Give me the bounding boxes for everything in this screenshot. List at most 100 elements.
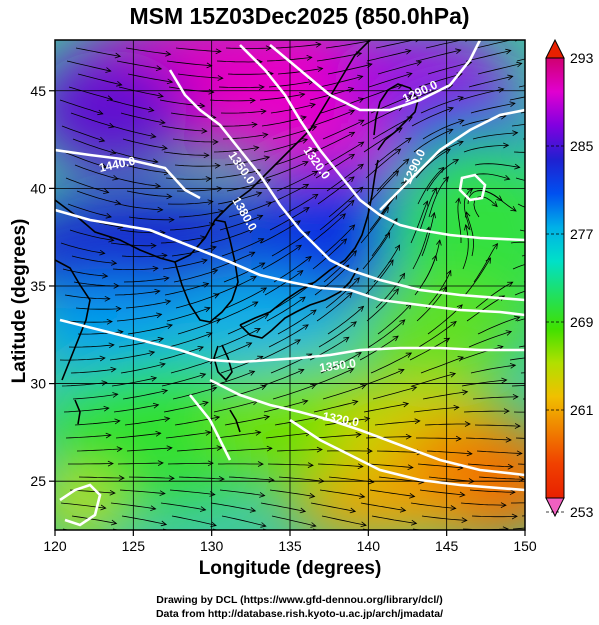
streamline-arrow	[114, 52, 122, 59]
streamline	[64, 294, 110, 300]
streamline-arrow	[407, 464, 414, 470]
streamline	[315, 434, 361, 439]
streamline-arrow	[503, 142, 510, 149]
streamline	[311, 110, 355, 127]
streamline	[461, 379, 507, 387]
streamline-arrow	[109, 489, 116, 496]
streamline	[277, 309, 317, 335]
streamline	[276, 449, 323, 452]
streamline	[59, 357, 105, 361]
colorbar-tick-label: 285	[570, 138, 594, 154]
streamline-arrow	[99, 355, 106, 362]
streamline	[218, 86, 265, 88]
streamline	[163, 151, 209, 156]
streamline	[462, 224, 469, 270]
streamline-arrow	[212, 139, 219, 145]
streamline	[465, 437, 512, 441]
streamline	[513, 411, 525, 413]
streamline	[472, 396, 518, 400]
streamline	[511, 123, 525, 127]
streamline	[172, 387, 217, 400]
streamline-arrow	[205, 176, 212, 182]
streamline	[170, 359, 215, 374]
streamline-arrow	[105, 212, 112, 219]
streamline-arrow	[210, 386, 218, 392]
streamline-arrow	[317, 66, 324, 73]
streamline	[360, 207, 389, 244]
streamline-arrow	[455, 435, 462, 442]
streamline-arrow	[251, 537, 257, 542]
streamline	[463, 144, 509, 153]
streamline	[512, 527, 525, 530]
streamline-arrow	[157, 206, 164, 213]
streamline	[509, 96, 525, 101]
streamline	[317, 176, 355, 205]
streamline-arrow	[485, 257, 491, 264]
streamline-arrow	[255, 430, 262, 436]
streamline	[177, 73, 223, 79]
streamline-arrow	[447, 128, 454, 134]
streamline-arrow	[306, 55, 313, 61]
streamline-arrow	[405, 352, 413, 358]
streamline-arrow	[165, 50, 172, 57]
streamline	[370, 352, 412, 374]
streamline	[166, 307, 211, 322]
streamline-arrow	[350, 321, 357, 327]
streamline	[467, 189, 503, 205]
streamline	[117, 203, 163, 211]
streamline	[115, 177, 161, 187]
streamline	[367, 463, 413, 468]
height-contours	[55, 40, 525, 527]
streamline-arrow	[502, 526, 509, 530]
streamline-arrow	[160, 520, 168, 527]
streamline	[268, 324, 309, 348]
streamline-arrow	[155, 312, 163, 319]
streamline	[318, 321, 357, 348]
streamline-arrow	[108, 236, 115, 243]
streamline-arrow	[260, 522, 267, 528]
streamline-arrow	[464, 421, 471, 427]
streamline	[327, 306, 364, 335]
streamline-arrow	[504, 175, 511, 181]
streamline-arrow	[295, 244, 302, 251]
streamline	[127, 73, 173, 83]
streamline	[421, 212, 435, 257]
streamline-arrow	[263, 155, 271, 162]
streamline	[121, 515, 167, 525]
streamline-arrow	[568, 218, 573, 223]
streamline	[475, 40, 512, 49]
streamline	[128, 476, 175, 479]
streamline	[364, 259, 394, 296]
streamline-arrow	[360, 521, 367, 528]
streamline	[328, 186, 363, 218]
streamline-arrow	[253, 145, 260, 152]
colorbar-tick-label: 293	[570, 50, 594, 66]
streamline	[425, 40, 463, 49]
streamline-arrow	[258, 238, 265, 244]
streamline-arrow	[507, 463, 514, 470]
streamline	[319, 200, 355, 231]
streamline-arrow	[514, 423, 521, 429]
streamline-arrow	[105, 432, 112, 439]
streamline	[326, 163, 364, 192]
streamline-arrow	[302, 161, 309, 167]
streamline-arrow	[500, 502, 507, 508]
streamline-arrow	[457, 140, 464, 146]
streamline-arrow	[496, 195, 503, 202]
streamline-arrow	[364, 416, 371, 422]
streamline	[323, 250, 357, 283]
streamline	[264, 270, 304, 296]
streamline	[172, 138, 218, 143]
streamline-arrow	[402, 401, 410, 408]
streamline-arrow	[503, 408, 510, 414]
x-tick-label: 135	[278, 538, 302, 554]
streamline-arrow	[161, 388, 169, 395]
streamline-arrow	[446, 269, 452, 277]
streamline-arrow	[565, 163, 570, 168]
streamline-arrow	[346, 292, 353, 299]
streamline-arrow	[406, 94, 414, 100]
streamline	[417, 167, 445, 205]
streamline	[515, 177, 525, 181]
streamline	[74, 164, 118, 180]
streamline	[322, 384, 366, 400]
